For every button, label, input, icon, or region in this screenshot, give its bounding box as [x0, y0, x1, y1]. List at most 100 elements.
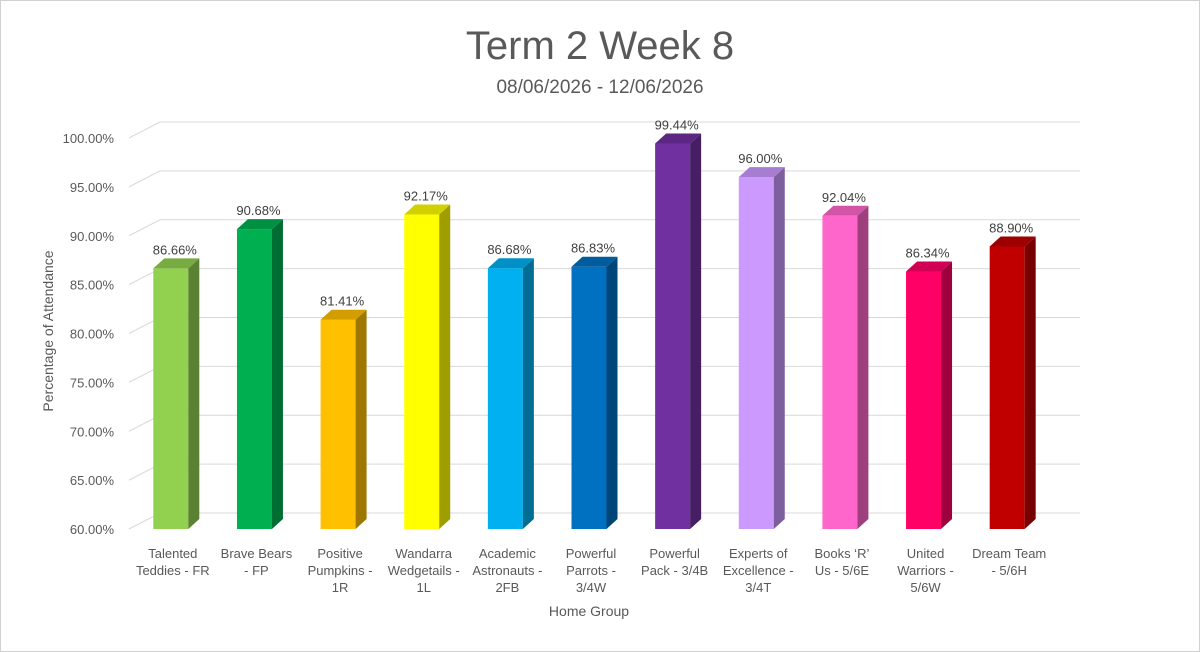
bar — [320, 309, 367, 529]
x-tick-label-line: 1L — [416, 580, 430, 595]
data-labels: 86.66% 90.68% 81.41% 92.17% 86.68% 86.83% 99.4… — [153, 117, 1034, 308]
x-tick-label: Books ‘R’ Us - 5/6E — [814, 546, 869, 578]
y-tick-label: 85.00% — [70, 278, 115, 293]
bar-top — [738, 167, 785, 178]
bar-front — [655, 143, 691, 529]
x-tick-label: Powerful Parrots - 3/4W — [566, 546, 617, 595]
bar-top — [571, 256, 618, 267]
y-tick-label: 60.00% — [70, 522, 115, 537]
x-tick-label-line: Powerful — [566, 546, 617, 561]
x-tick-label: Wandarra Wedgetails - 1L — [388, 546, 460, 595]
data-label: 88.90% — [989, 221, 1034, 236]
x-tick-label-line: Us - 5/6E — [815, 563, 870, 578]
bar-side — [188, 258, 200, 529]
x-tick-label: Experts of Excellence - 3/4T — [723, 546, 794, 595]
bar-top — [153, 258, 200, 269]
x-tick-label-line: Warriors - — [897, 563, 954, 578]
bar-top — [487, 258, 534, 269]
x-tick-label-line: Excellence - — [723, 563, 794, 578]
x-tick-label-line: Academic — [479, 546, 537, 561]
chart-subtitle: 08/06/2026 - 12/06/2026 — [496, 77, 703, 98]
bar-side — [857, 205, 869, 529]
bar-front — [404, 214, 440, 529]
x-tick-label-line: 2FB — [495, 580, 519, 595]
bar-front — [153, 268, 189, 529]
bar — [822, 205, 869, 529]
gridline — [128, 121, 1080, 139]
data-label: 86.66% — [153, 242, 198, 257]
bar — [404, 204, 451, 529]
x-tick-label-line: Experts of — [729, 546, 788, 561]
x-tick-label-line: Positive — [317, 546, 363, 561]
x-tick-label: Positive Pumpkins - 1R — [308, 546, 373, 595]
bar-side — [439, 204, 451, 529]
x-tick-label-line: - FP — [244, 563, 269, 578]
y-tick-label: 90.00% — [70, 229, 115, 244]
x-axis-title: Home Group — [549, 603, 629, 619]
y-tick-label: 65.00% — [70, 473, 115, 488]
x-tick-label-line: Talented — [148, 546, 197, 561]
y-tick-label: 75.00% — [70, 375, 115, 390]
x-tick-label-line: Pack - 3/4B — [641, 563, 708, 578]
x-tick-label-line: Dream Team — [972, 546, 1046, 561]
data-label: 81.41% — [320, 294, 365, 309]
bar — [487, 258, 534, 529]
bar — [655, 133, 702, 529]
x-tick-label-line: 3/4W — [576, 580, 607, 595]
x-tick-label-line: Powerful — [649, 546, 700, 561]
x-tick-label-line: Wandarra — [395, 546, 452, 561]
bar-top — [404, 204, 451, 215]
x-tick-label-line: Teddies - FR — [136, 563, 210, 578]
y-axis-tick-labels: 60.00% 65.00% 70.00% 75.00% 80.00% 85.00% 90.0… — [63, 131, 115, 537]
bar-side — [941, 261, 953, 529]
bar-top — [655, 133, 702, 144]
x-tick-label: Dream Team - 5/6H — [972, 546, 1046, 578]
bars — [153, 133, 1036, 529]
bar-top — [822, 205, 869, 216]
y-tick-label: 70.00% — [70, 424, 115, 439]
bar-top — [236, 219, 283, 230]
bar-side — [355, 309, 367, 529]
bar-side — [606, 256, 618, 529]
y-axis-title: Percentage of Attendance — [40, 250, 56, 411]
gridline — [128, 170, 1080, 188]
x-tick-label-line: Books ‘R’ — [814, 546, 869, 561]
x-axis-tick-labels: Talented Teddies - FR Brave Bears - FP Posit… — [136, 546, 1046, 595]
bar-front — [571, 266, 607, 529]
data-label: 99.44% — [655, 117, 700, 132]
x-tick-label-line: 1R — [332, 580, 349, 595]
x-tick-label-line: Brave Bears — [221, 546, 293, 561]
bar-top — [989, 236, 1036, 247]
y-tick-label: 95.00% — [70, 180, 115, 195]
x-tick-label-line: 3/4T — [745, 580, 771, 595]
bar-top — [320, 309, 367, 320]
x-tick-label-line: 5/6W — [910, 580, 941, 595]
y-tick-label: 100.00% — [63, 131, 115, 146]
x-tick-label-line: United — [907, 546, 945, 561]
x-tick-label-line: Pumpkins - — [308, 563, 373, 578]
chart-title: Term 2 Week 8 — [466, 24, 734, 68]
bar — [236, 219, 283, 529]
data-label: 92.17% — [404, 189, 449, 204]
data-label: 86.68% — [487, 242, 532, 257]
data-label: 90.68% — [236, 203, 281, 218]
bar-front — [487, 268, 523, 529]
bar-front — [906, 271, 942, 529]
bar — [906, 261, 953, 529]
bar-front — [236, 229, 272, 529]
data-label: 86.34% — [905, 246, 950, 261]
x-tick-label: Brave Bears - FP — [221, 546, 293, 578]
x-tick-label-line: Astronauts - — [472, 563, 542, 578]
bar-side — [522, 258, 534, 529]
x-tick-label: United Warriors - 5/6W — [897, 546, 954, 595]
data-label: 96.00% — [738, 151, 783, 166]
y-tick-label: 80.00% — [70, 327, 115, 342]
bar — [571, 256, 618, 529]
bar-side — [271, 219, 283, 529]
x-tick-label: Talented Teddies - FR — [136, 546, 210, 578]
x-tick-label-line: - 5/6H — [991, 563, 1026, 578]
x-tick-label-line: Parrots - — [566, 563, 616, 578]
bar — [989, 236, 1036, 529]
